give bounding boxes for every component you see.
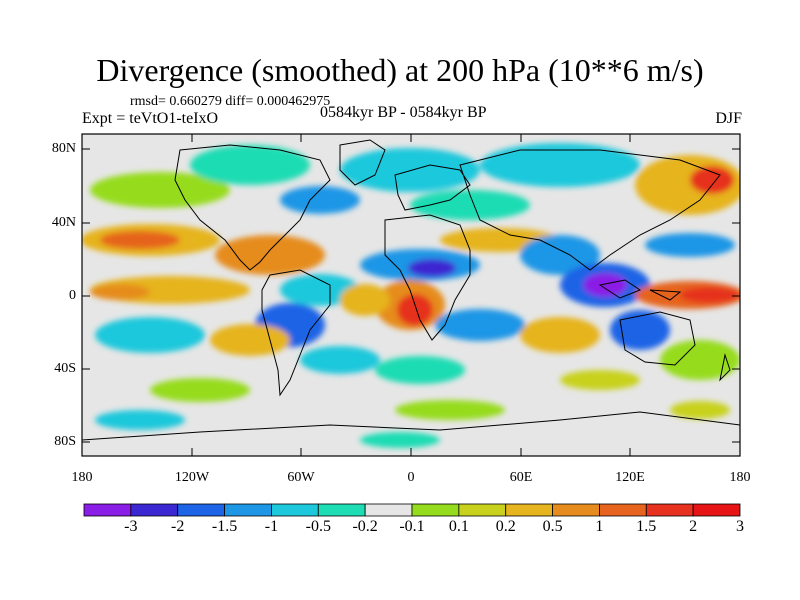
colorbar-box: [130, 503, 179, 517]
lon-label-120w: 120W: [174, 470, 210, 485]
colorbar-box: [599, 503, 647, 517]
season-label: DJF: [715, 110, 742, 127]
colorbar-label: 0.2: [495, 518, 516, 535]
lat-label-80n: 80N: [51, 141, 76, 156]
colorbar-label: -3: [124, 518, 138, 535]
colorbar-box: [177, 503, 225, 517]
lon-label-180w: 180: [71, 470, 93, 485]
colorbar: [83, 503, 741, 517]
colorbar-box: [645, 503, 694, 517]
map-title: Divergence (smoothed) at 200 hPa (10**6 …: [96, 52, 704, 88]
divergence-field: [82, 134, 740, 456]
colorbar-label: -0.2: [352, 518, 378, 535]
colorbar-box: [458, 503, 507, 517]
colorbar-label: 0.5: [542, 518, 563, 535]
colorbar-box: [271, 503, 319, 517]
colorbar-label: -0.5: [305, 518, 331, 535]
colorbar-label: 1.5: [636, 518, 657, 535]
colorbar-label: 2: [689, 518, 698, 535]
colorbar-label: 3: [736, 518, 744, 535]
lon-label-60e: 60E: [509, 470, 533, 485]
rmsd-diff-stats: rmsd= 0.660279 diff= 0.000462975: [130, 94, 331, 109]
period-label: 0584kyr BP - 0584kyr BP: [320, 104, 487, 121]
lat-label-40s: 40S: [54, 361, 76, 376]
lon-label-60w: 60W: [287, 470, 315, 485]
colorbar-label: -1: [264, 518, 279, 535]
experiment-label: Expt = teVtO1-teIxO: [82, 110, 219, 127]
colorbar-box: [505, 503, 553, 517]
colorbar-box: [317, 503, 366, 517]
coastlines: [82, 139, 740, 441]
colorbar-label: 0.1: [448, 518, 469, 535]
lat-label-0: 0: [69, 288, 76, 303]
colorbar-label: -2: [171, 518, 185, 535]
colorbar-box: [224, 503, 272, 517]
lon-label-120e: 120E: [615, 470, 645, 485]
colorbar-box: [364, 503, 413, 517]
colorbar-label: -1.5: [211, 518, 238, 535]
colorbar-label: 1: [595, 518, 604, 535]
lon-ticks: [81, 134, 631, 456]
lat-ticks: [82, 148, 740, 443]
colorbar-box: [692, 503, 741, 517]
colorbar-box: [411, 503, 460, 517]
colorbar-box: [552, 503, 600, 517]
lat-label-40n: 40N: [51, 215, 76, 230]
colorbar-label: -0.1: [399, 518, 425, 535]
lon-label-180e: 180: [729, 470, 751, 485]
colorbar-box: [83, 503, 132, 517]
lat-label-80s: 80S: [54, 434, 76, 449]
lon-label-0: 0: [407, 470, 415, 485]
